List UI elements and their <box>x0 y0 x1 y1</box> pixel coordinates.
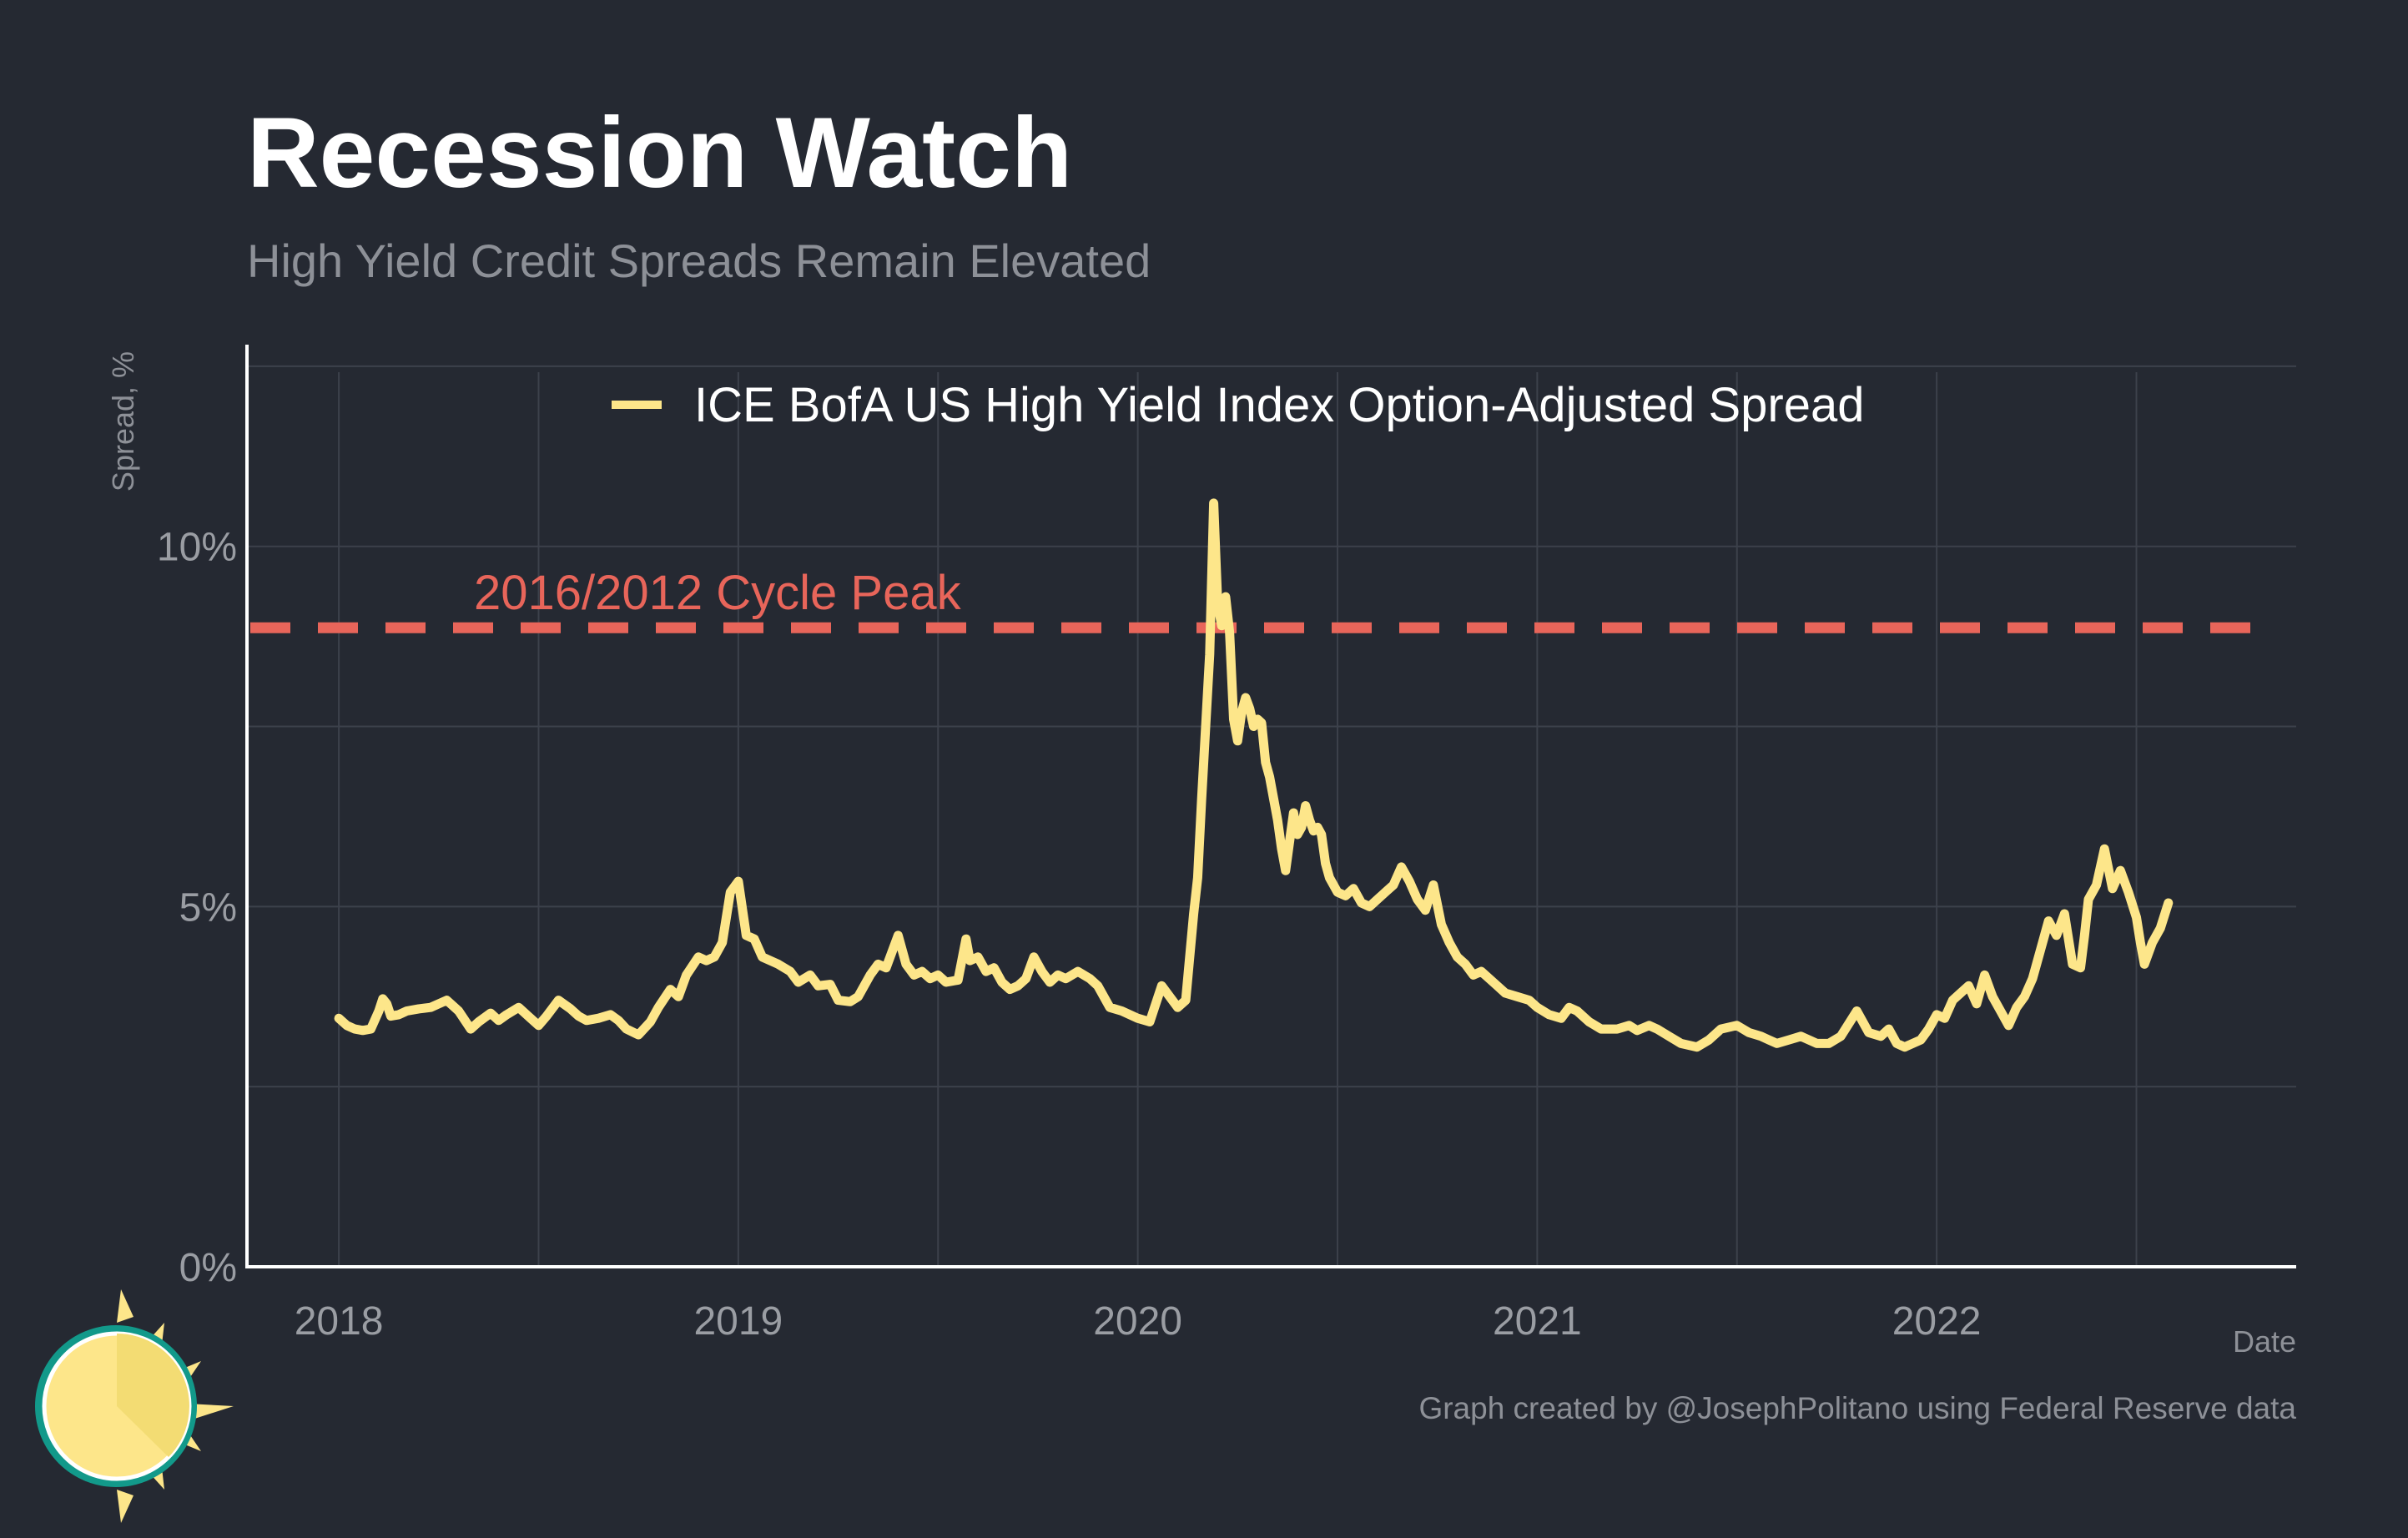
x-tick-label: 2020 <box>1093 1299 1182 1344</box>
legend: ICE BofA US High Yield Index Option-Adju… <box>612 378 1864 432</box>
y-tick-label: 10% <box>157 526 237 570</box>
axes <box>245 345 2296 1268</box>
x-axis-title: Date <box>2233 1324 2296 1359</box>
chart-subtitle: High Yield Credit Spreads Remain Elevate… <box>247 234 1151 287</box>
logo-sun-shade <box>117 1334 189 1457</box>
legend-label: ICE BofA US High Yield Index Option-Adju… <box>694 378 1864 432</box>
x-tick-label: 2021 <box>1493 1299 1582 1344</box>
x-tick-label: 2018 <box>295 1299 384 1344</box>
x-tick-label: 2019 <box>693 1299 783 1344</box>
reference-line-label: 2016/2012 Cycle Peak <box>474 566 962 620</box>
series-line <box>334 498 2174 1052</box>
x-tick-labels: 2018 2019 2020 2021 2022 <box>295 1299 1982 1344</box>
y-axis-title: Spread, % <box>106 351 140 492</box>
sun-logo-icon <box>35 1289 234 1523</box>
caption: Graph created by @JosephPolitano using F… <box>1418 1391 2296 1425</box>
y-tick-label: 5% <box>179 885 237 930</box>
y-tick-labels: 0% 5% 10% <box>157 526 237 1290</box>
y-tick-label: 0% <box>179 1246 237 1290</box>
x-tick-label: 2022 <box>1892 1299 1982 1344</box>
series-group <box>334 498 2174 1052</box>
chart-title: Recession Watch <box>247 97 1072 209</box>
